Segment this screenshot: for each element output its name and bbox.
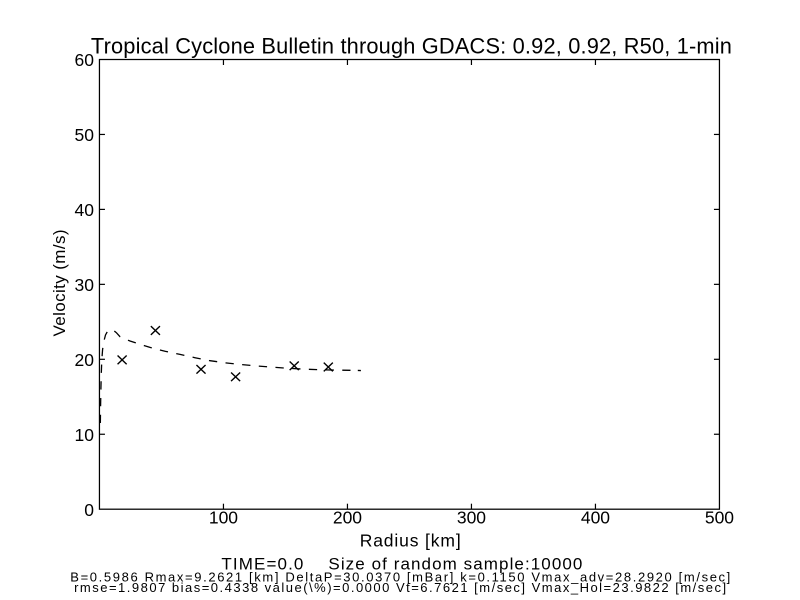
svg-text:Tropical Cyclone Bulletin thro: Tropical Cyclone Bulletin through GDACS:… [91, 33, 732, 58]
svg-text:20: 20 [75, 350, 95, 370]
svg-text:200: 200 [333, 508, 362, 528]
svg-text:300: 300 [457, 508, 486, 528]
svg-text:100: 100 [209, 508, 238, 528]
svg-text:10: 10 [75, 425, 95, 445]
svg-text:rmse=1.9807 bias=0.4338 value(: rmse=1.9807 bias=0.4338 value(\%)=0.0000… [74, 580, 726, 595]
svg-text:Velocity (m/s): Velocity (m/s) [50, 230, 69, 337]
svg-text:30: 30 [75, 275, 95, 295]
svg-text:50: 50 [75, 125, 95, 145]
svg-text:Radius [km]: Radius [km] [360, 530, 461, 550]
svg-text:TIME=0.0: TIME=0.0 [221, 555, 303, 574]
svg-text:400: 400 [581, 508, 610, 528]
svg-text:500: 500 [705, 508, 734, 528]
svg-text:Size of random sample:10000: Size of random sample:10000 [328, 555, 582, 574]
svg-text:40: 40 [75, 200, 95, 220]
svg-text:60: 60 [75, 50, 95, 70]
svg-text:0: 0 [84, 500, 94, 520]
